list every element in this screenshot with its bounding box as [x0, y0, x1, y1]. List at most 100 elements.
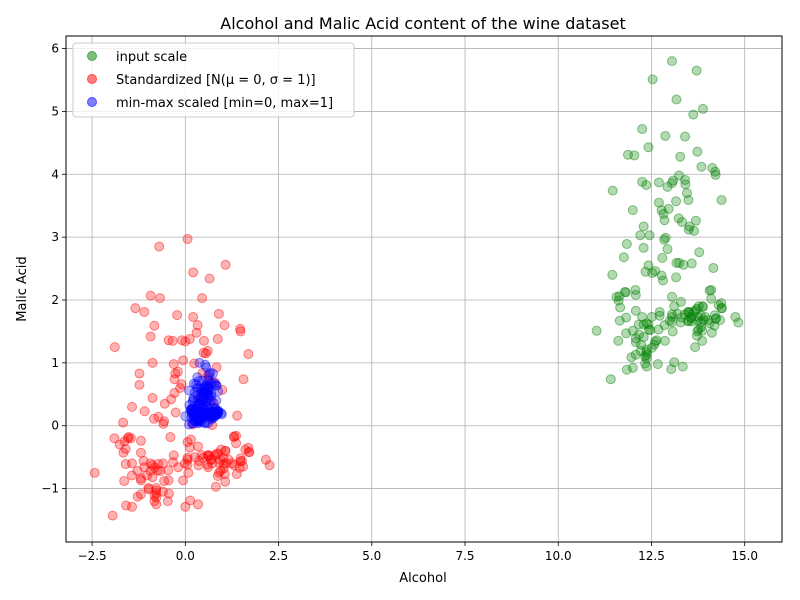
data-point-min-max — [188, 418, 199, 429]
data-point-input-scale — [659, 215, 670, 226]
data-point-standardized — [135, 473, 146, 484]
data-point-standardized — [165, 432, 176, 443]
data-point-standardized — [149, 496, 160, 507]
data-point-standardized — [213, 448, 224, 459]
data-point-input-scale — [683, 316, 694, 327]
data-point-standardized — [220, 476, 231, 487]
data-point-min-max — [203, 384, 214, 395]
data-point-min-max — [193, 416, 204, 427]
data-point-input-scale — [607, 185, 618, 196]
data-point-standardized — [182, 452, 193, 463]
data-point-standardized — [145, 290, 156, 301]
data-point-standardized — [155, 465, 166, 476]
data-point-min-max — [187, 403, 198, 414]
data-point-min-max — [207, 410, 218, 421]
data-point-min-max — [197, 399, 208, 410]
data-point-min-max — [188, 394, 199, 405]
data-point-standardized — [154, 293, 165, 304]
data-point-input-scale — [622, 149, 633, 160]
data-point-input-scale — [691, 65, 702, 76]
data-point-input-scale — [706, 284, 717, 295]
data-point-standardized — [173, 462, 184, 473]
data-point-min-max — [196, 413, 206, 424]
data-point-input-scale — [683, 195, 694, 206]
data-point-input-scale — [643, 324, 654, 335]
data-point-min-max — [199, 418, 210, 429]
data-point-input-scale — [666, 364, 677, 375]
data-point-min-max — [193, 416, 204, 427]
data-point-min-max — [207, 406, 218, 417]
data-point-standardized — [163, 475, 174, 486]
data-point-input-scale — [697, 103, 708, 114]
data-point-standardized — [198, 347, 209, 358]
data-point-standardized — [243, 349, 254, 360]
data-point-min-max — [192, 410, 203, 421]
data-point-min-max — [193, 415, 204, 426]
data-point-standardized — [207, 458, 218, 469]
data-point-input-scale — [686, 311, 697, 322]
legend-box — [72, 42, 355, 118]
data-point-min-max — [207, 406, 218, 417]
data-point-standardized — [204, 273, 215, 284]
data-point-standardized — [175, 383, 186, 393]
data-point-standardized — [187, 419, 198, 430]
data-point-input-scale — [615, 302, 626, 313]
data-point-min-max — [204, 369, 215, 380]
data-point-input-scale — [697, 325, 708, 336]
data-point-input-scale — [697, 301, 708, 312]
data-point-min-max — [211, 380, 222, 391]
data-point-input-scale — [706, 293, 717, 304]
data-point-min-max — [206, 407, 217, 418]
x-tick-label: −2.5 — [78, 549, 107, 563]
data-point-input-scale — [684, 221, 695, 232]
data-point-min-max — [186, 408, 197, 419]
data-point-input-scale — [710, 169, 721, 180]
data-point-input-scale — [692, 315, 703, 326]
data-point-min-max — [203, 390, 214, 401]
data-point-standardized — [207, 420, 218, 431]
data-point-min-max — [211, 409, 222, 420]
data-point-standardized — [145, 331, 156, 342]
data-point-min-max — [184, 419, 195, 430]
data-point-min-max — [201, 397, 212, 408]
data-point-min-max — [184, 385, 195, 396]
data-point-min-max — [193, 418, 204, 429]
data-point-min-max — [184, 399, 195, 410]
data-point-min-max — [185, 404, 196, 415]
data-point-min-max — [195, 410, 206, 421]
legend-marker-standardized — [87, 74, 97, 84]
data-point-min-max — [213, 406, 224, 417]
data-point-standardized — [243, 442, 254, 453]
data-point-standardized — [172, 366, 183, 377]
data-point-standardized — [135, 489, 146, 500]
data-point-min-max — [197, 375, 208, 386]
data-point-min-max — [193, 410, 204, 421]
data-point-min-max — [210, 405, 221, 415]
data-point-input-scale — [633, 319, 644, 330]
data-point-standardized — [229, 460, 240, 471]
data-point-input-scale — [666, 311, 677, 322]
data-point-input-scale — [644, 230, 655, 241]
data-point-standardized — [120, 459, 131, 470]
data-point-min-max — [194, 399, 205, 410]
data-point-min-max — [188, 378, 199, 389]
data-point-min-max — [189, 415, 200, 426]
data-point-min-max — [203, 409, 214, 420]
data-point-input-scale — [698, 315, 709, 326]
y-tick-label: 3 — [51, 230, 59, 244]
data-point-standardized — [151, 488, 162, 499]
data-point-standardized — [219, 469, 230, 480]
data-point-standardized — [121, 500, 132, 511]
data-point-input-scale — [709, 320, 720, 331]
data-point-min-max — [189, 416, 200, 427]
data-point-input-scale — [607, 269, 618, 280]
data-point-input-scale — [640, 351, 651, 362]
data-point-min-max — [201, 362, 212, 373]
data-point-standardized — [228, 432, 239, 443]
data-point-standardized — [185, 434, 196, 445]
legend-label-standardized: Standardized [N(μ = 0, σ = 1)] — [116, 73, 316, 88]
data-point-input-scale — [704, 318, 715, 329]
data-point-standardized — [211, 362, 222, 373]
data-point-min-max — [203, 383, 214, 393]
data-point-min-max — [189, 411, 200, 422]
